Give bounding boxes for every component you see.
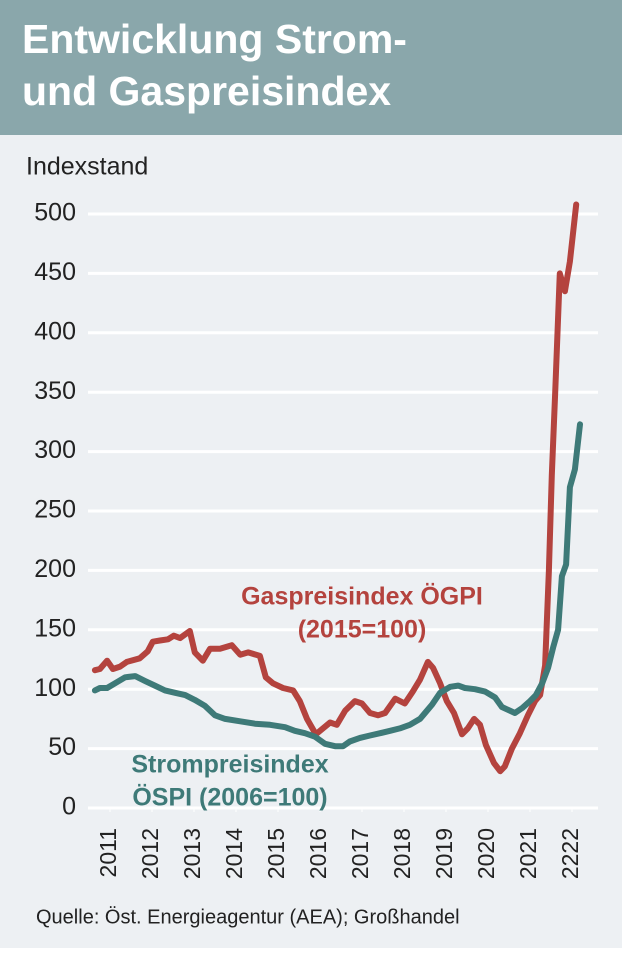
- y-tick-label: 500: [34, 199, 76, 227]
- x-tick-label: 2021: [515, 828, 541, 879]
- y-tick-label: 300: [34, 436, 76, 464]
- x-tick-label: 2014: [221, 828, 247, 879]
- header: [0, 0, 622, 135]
- x-tick-label: 2012: [137, 828, 163, 879]
- x-tick-label: 2018: [389, 828, 415, 879]
- grid: 0 50 100 150 200 250 300 350 400 450 500 2011 2012 20…: [34, 199, 598, 879]
- y-tick-label: 150: [34, 614, 76, 642]
- source: Quelle: Öst. Energieagentur (AEA); Großh…: [36, 906, 460, 928]
- y-tick-label: 200: [34, 555, 76, 583]
- series-line: [91, 421, 583, 750]
- y-axis-label: Indexstand: [26, 153, 148, 181]
- chart-title: Entwicklung Strom-: [22, 16, 407, 62]
- series-label: Gaspreisindex ÖGPI: [241, 582, 483, 611]
- x-tick-label: 2013: [179, 828, 205, 879]
- series-label: ÖSPI (2006=100): [132, 783, 327, 812]
- y-tick-label: 0: [62, 793, 76, 821]
- y-tick-label: 450: [34, 258, 76, 286]
- series-label: (2015=100): [298, 616, 427, 644]
- y-tick-label: 400: [34, 317, 76, 345]
- chart-title: und Gaspreisindex: [22, 68, 391, 114]
- series-line: [91, 201, 580, 775]
- y-tick-label: 50: [48, 733, 76, 761]
- x-tick-label: 2222: [557, 828, 583, 879]
- y-tick-label: 100: [34, 674, 76, 702]
- y-tick-label: 250: [34, 496, 76, 524]
- annotations: Gaspreisindex ÖGPI (2015=100) Strompreisin…: [131, 582, 483, 812]
- x-tick-label: 2020: [473, 828, 499, 879]
- x-tick-label: 2011: [95, 828, 121, 877]
- x-tick-label: 2015: [263, 828, 289, 879]
- x-tick-label: 2019: [431, 828, 457, 879]
- x-tick-label: 2017: [347, 828, 373, 879]
- y-tick-label: 350: [34, 377, 76, 405]
- lines: [91, 201, 583, 775]
- series-label: Strompreisindex: [131, 751, 328, 779]
- x-tick-label: 2016: [305, 828, 331, 879]
